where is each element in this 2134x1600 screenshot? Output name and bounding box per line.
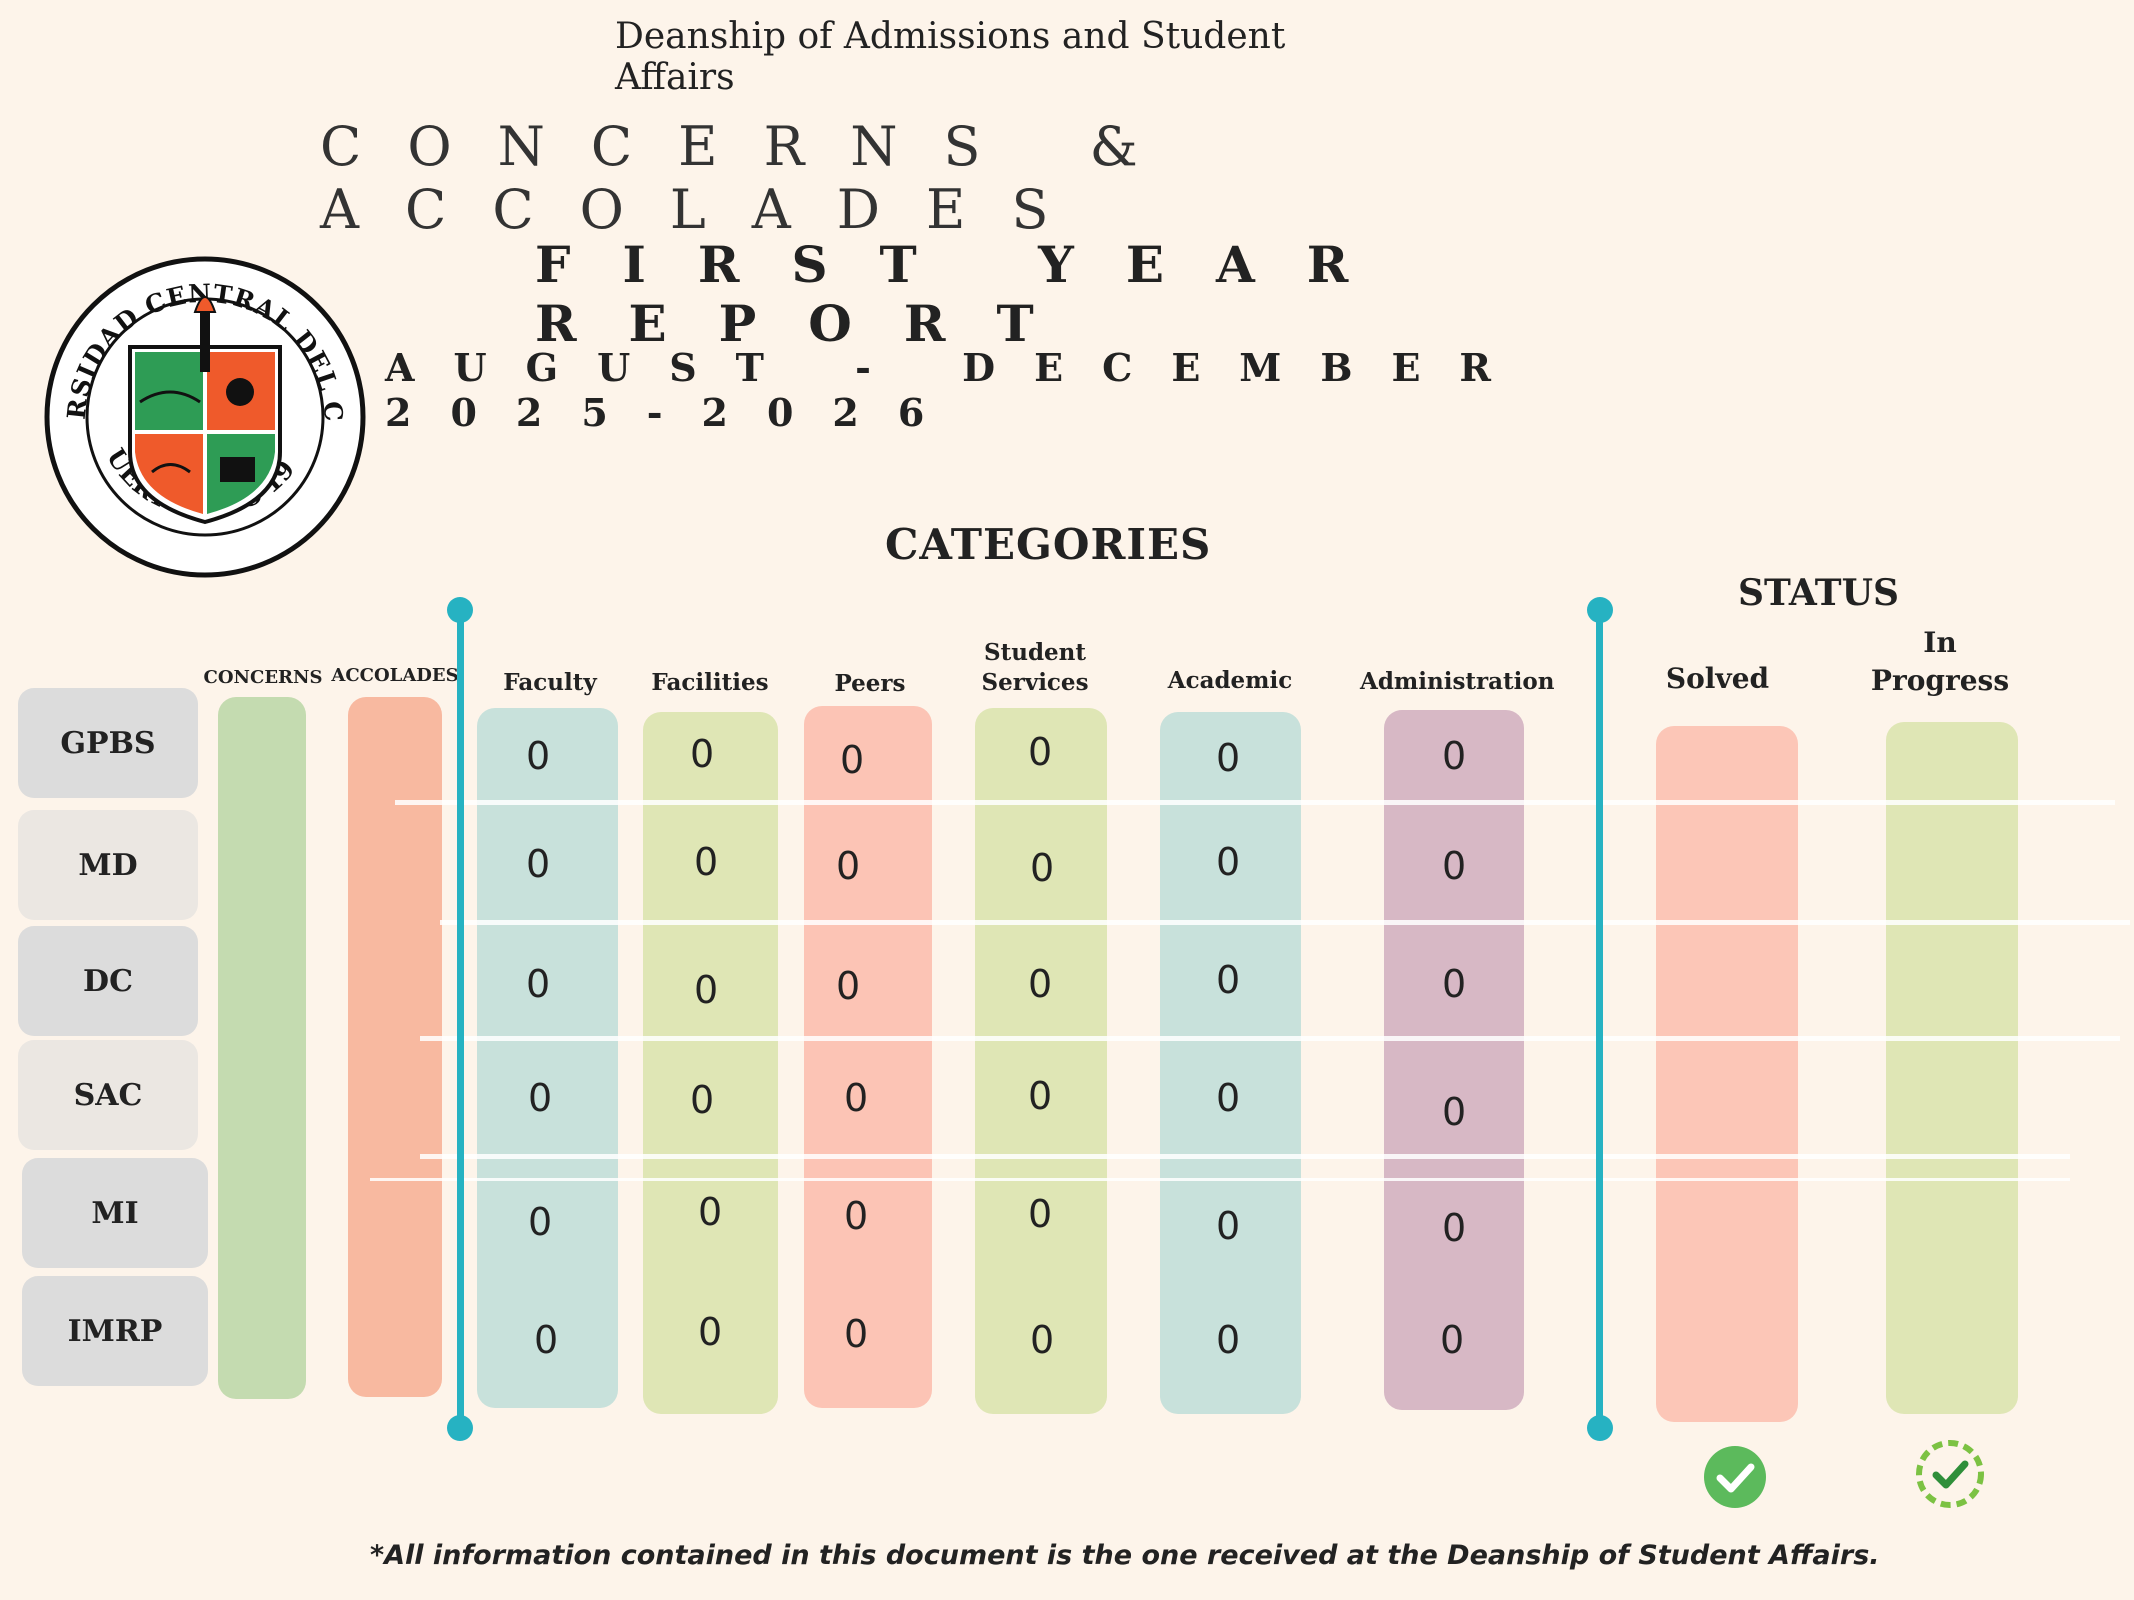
- concerns-column: [218, 697, 306, 1399]
- cell-academic-md: 0: [1216, 840, 1241, 884]
- cell-peers-dc: 0: [836, 964, 861, 1008]
- cell-administration-md: 0: [1442, 844, 1467, 888]
- cell-faculty-dc: 0: [526, 962, 551, 1006]
- student-services-header-line1: Student: [983, 639, 1087, 666]
- divider-dot: [447, 1415, 473, 1441]
- cell-faculty-gpbs: 0: [526, 734, 551, 778]
- row-label-dc: DC: [18, 926, 198, 1036]
- cell-faculty-md: 0: [526, 842, 551, 886]
- cell-administration-imrp: 0: [1440, 1318, 1465, 1362]
- facilities-header: Facilities: [651, 669, 769, 696]
- row-label-gpbs: GPBS: [18, 688, 198, 798]
- cell-facilities-dc: 0: [694, 968, 719, 1012]
- cell-academic-dc: 0: [1216, 958, 1241, 1002]
- status-left-divider: [1596, 610, 1603, 1430]
- faculty-column: [477, 708, 618, 1408]
- divider-dot: [1587, 597, 1613, 623]
- row-separator: [395, 800, 2115, 805]
- peers-header: Peers: [834, 670, 906, 697]
- academic-column: [1160, 712, 1301, 1414]
- cell-academic-mi: 0: [1216, 1204, 1241, 1248]
- cell-facilities-md: 0: [694, 840, 719, 884]
- cell-faculty-imrp: 0: [534, 1318, 559, 1362]
- categories-title: CATEGORIES: [885, 520, 1212, 569]
- cell-facilities-gpbs: 0: [690, 732, 715, 776]
- report-title: CONCERNS & ACCOLADES: [320, 115, 1184, 241]
- row-label-md: MD: [18, 810, 198, 920]
- cell-student-services-mi: 0: [1028, 1192, 1053, 1236]
- cell-peers-sac: 0: [844, 1076, 869, 1120]
- student-services-header: Student Services: [970, 638, 1100, 698]
- cell-academic-gpbs: 0: [1216, 736, 1241, 780]
- student-services-header-line2: Services: [981, 669, 1089, 696]
- cell-student-services-md: 0: [1030, 846, 1055, 890]
- divider-dot: [1587, 1415, 1613, 1441]
- cell-student-services-dc: 0: [1028, 962, 1053, 1006]
- cell-peers-mi: 0: [844, 1194, 869, 1238]
- academic-header: Academic: [1167, 667, 1293, 694]
- cell-academic-imrp: 0: [1216, 1318, 1241, 1362]
- check-circle-icon: [1702, 1444, 1768, 1510]
- cell-academic-sac: 0: [1216, 1076, 1241, 1120]
- cell-facilities-mi: 0: [698, 1190, 723, 1234]
- facilities-column: [643, 712, 778, 1414]
- cell-administration-sac: 0: [1442, 1090, 1467, 1134]
- cell-peers-gpbs: 0: [840, 738, 865, 782]
- student-services-column: [975, 708, 1107, 1414]
- row-separator: [440, 920, 2130, 925]
- divider-dot: [447, 597, 473, 623]
- university-seal: UNIVERSIDAD CENTRAL DEL CARIBE PUERTO RI…: [28, 229, 370, 582]
- row-separator: [370, 1178, 2070, 1181]
- cell-faculty-sac: 0: [528, 1076, 553, 1120]
- cell-student-services-gpbs: 0: [1028, 730, 1053, 774]
- cell-administration-gpbs: 0: [1442, 734, 1467, 778]
- accolades-column: [348, 697, 442, 1397]
- cell-facilities-imrp: 0: [698, 1310, 723, 1354]
- peers-column: [804, 706, 932, 1408]
- in-progress-header-line2: Progress: [1870, 664, 2010, 697]
- in-progress-header: In Progress: [1860, 624, 2020, 700]
- footer-note: *All information contained in this docum…: [370, 1540, 1880, 1571]
- report-subtitle: FIRST YEAR REPORT: [535, 235, 1401, 353]
- department-name: Deanship of Admissions and Student Affai…: [615, 16, 1286, 98]
- in-progress-header-line1: In: [1923, 626, 1957, 659]
- row-separator: [420, 1154, 2070, 1159]
- cell-student-services-sac: 0: [1028, 1074, 1053, 1118]
- row-label-mi: MI: [22, 1158, 208, 1268]
- administration-header: Administration: [1360, 668, 1555, 695]
- cell-administration-mi: 0: [1442, 1206, 1467, 1250]
- cell-faculty-mi: 0: [528, 1200, 553, 1244]
- cell-student-services-imrp: 0: [1030, 1318, 1055, 1362]
- in-progress-column: [1886, 722, 2018, 1414]
- status-title: STATUS: [1738, 572, 1899, 614]
- solved-column: [1656, 726, 1798, 1422]
- seal-graphic: UNIVERSIDAD CENTRAL DEL CARIBE PUERTO RI…: [28, 229, 366, 578]
- administration-column: [1384, 710, 1524, 1410]
- row-label-sac: SAC: [18, 1040, 198, 1150]
- cell-administration-dc: 0: [1442, 962, 1467, 1006]
- solved-header: Solved: [1665, 662, 1770, 695]
- categories-left-divider: [457, 610, 464, 1430]
- row-separator: [420, 1036, 2120, 1041]
- row-label-imrp: IMRP: [22, 1276, 208, 1386]
- cell-peers-imrp: 0: [844, 1312, 869, 1356]
- cell-peers-md: 0: [836, 844, 861, 888]
- report-period: AUGUST - DECEMBER 2025-2026: [385, 345, 1531, 435]
- cell-facilities-sac: 0: [690, 1078, 715, 1122]
- concerns-header: CONCERNS: [203, 667, 323, 688]
- faculty-header: Faculty: [503, 669, 597, 696]
- accolades-header: ACCOLADES: [331, 665, 459, 686]
- dashed-check-circle-icon: [1914, 1438, 1986, 1510]
